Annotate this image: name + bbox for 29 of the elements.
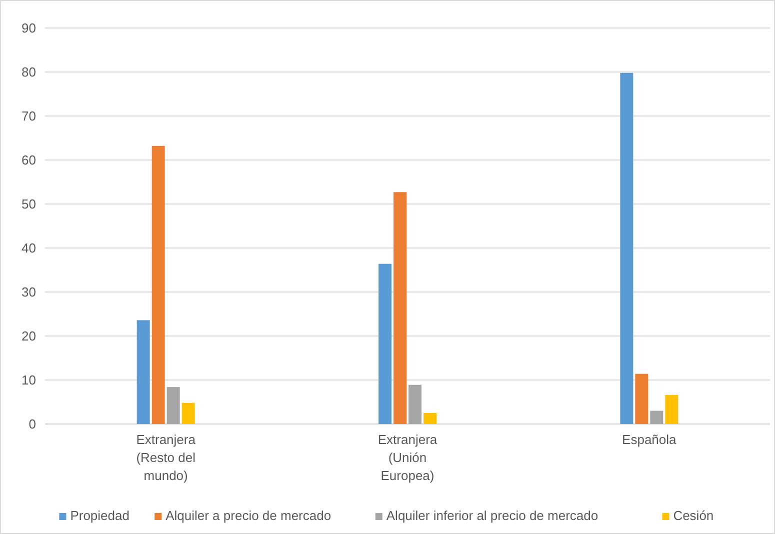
bar [665,394,678,424]
bar [378,264,392,424]
y-tick-label: 70 [22,108,36,124]
legend-label: Alquiler inferior al precio de mercado [386,508,598,523]
y-tick-label: 80 [22,64,36,80]
bar [650,410,664,424]
bar [635,374,648,424]
bar [182,402,195,424]
y-tick-label: 20 [22,328,36,344]
y-tick-label: 40 [22,240,36,256]
legend-label: Propiedad [70,508,130,523]
legend-label: Alquiler a precio de mercado [166,508,332,523]
bar [424,413,436,424]
y-tick-label: 10 [22,372,36,388]
y-tick-label: 50 [22,196,36,212]
bar [620,72,634,424]
y-tick-label: 60 [22,152,36,168]
y-tick-label: 90 [22,20,36,36]
legend-label: Cesión [673,508,714,523]
bar [136,320,150,424]
x-tick-label: Extranjera (Resto del mundo) [136,432,196,483]
x-tick-label: Española [622,432,678,447]
y-tick-label: 30 [22,284,36,300]
bar [408,384,422,424]
y-tick-label: 0 [28,416,36,432]
bar [152,146,165,424]
bar [166,387,180,424]
bar [394,192,406,424]
x-tick-label: Extranjera (Unión Europea) [378,432,438,483]
